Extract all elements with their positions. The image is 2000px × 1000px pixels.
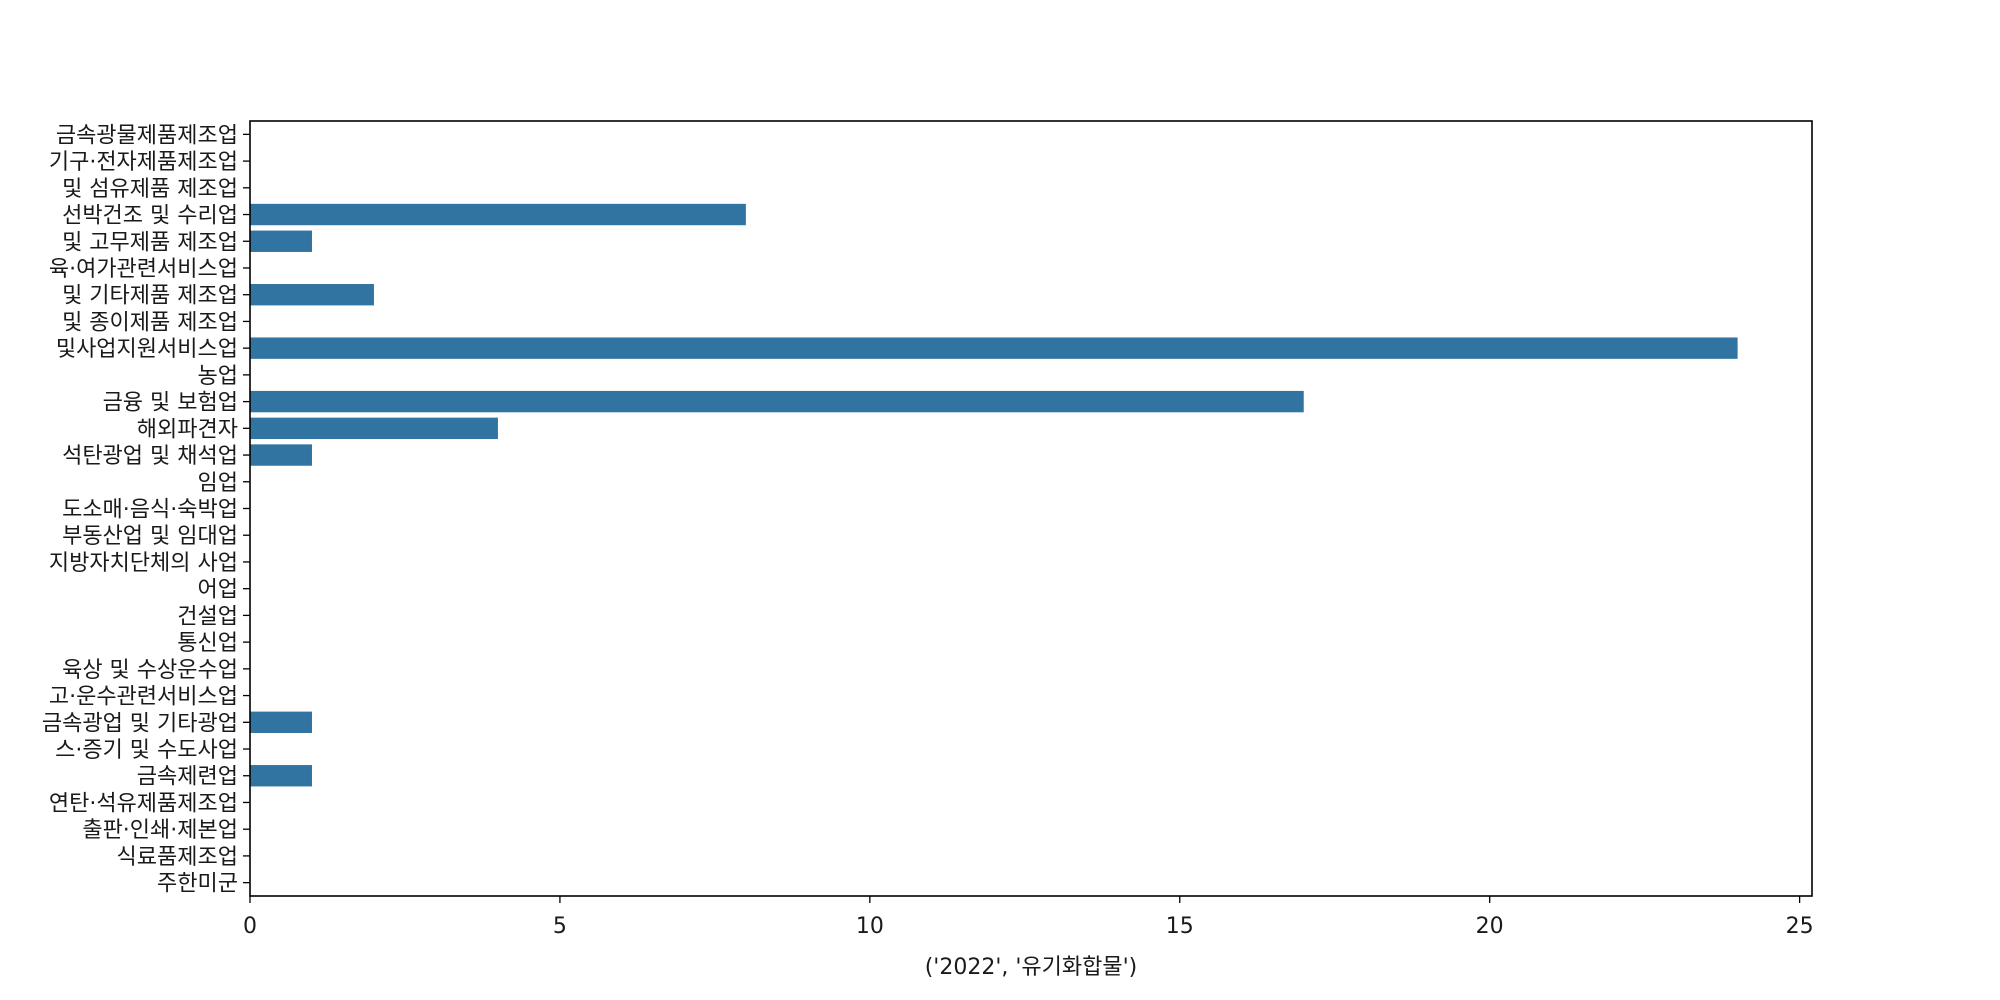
bars <box>250 203 1738 787</box>
plot-frame <box>249 120 1813 897</box>
bar <box>250 390 1304 413</box>
y-tick-label: 및사업지원서비스업 <box>56 337 238 362</box>
y-tick-label: 식료품제조업 <box>117 845 238 870</box>
y-tick-label: 도소매·음식·숙박업 <box>62 498 238 523</box>
y-tick-label: 기구·전자제품제조업 <box>49 150 238 175</box>
y-tick-label: 고·운수관련서비스업 <box>49 685 238 710</box>
y-tick-label: 어업 <box>198 578 238 603</box>
y-tick-label: 및 종이제품 제조업 <box>62 310 238 335</box>
x-tick-label: 5 <box>553 914 567 939</box>
x-axis-label: ('2022', '유기화합물') <box>925 955 1138 980</box>
bar <box>250 444 312 466</box>
y-tick-label: 건설업 <box>177 604 238 629</box>
x-tick-label: 15 <box>1166 914 1194 939</box>
y-tick-label: 임업 <box>198 471 238 496</box>
y-tick-label: 연탄·석유제품제조업 <box>49 791 238 816</box>
y-tick-label: 통신업 <box>177 631 238 656</box>
bar <box>250 203 746 226</box>
bar <box>250 337 1738 359</box>
y-tick-label: 스·증기 및 수도사업 <box>55 738 238 763</box>
x-tick-label: 10 <box>856 914 884 939</box>
y-tick-label: 석탄광업 및 채석업 <box>62 444 238 469</box>
y-tick-label: 육·여가관련서비스업 <box>49 257 238 282</box>
x-tick-label: 25 <box>1786 914 1814 939</box>
y-tick-label: 금속광물제품제조업 <box>56 123 238 148</box>
y-tick-label: 및 기타제품 제조업 <box>62 284 238 309</box>
y-tick-label: 주한미군 <box>157 872 238 897</box>
y-tick-label: 및 섬유제품 제조업 <box>62 177 238 202</box>
y-tick-label: 육상 및 수상운수업 <box>62 658 238 683</box>
y-tick-label: 금속광업 및 기타광업 <box>42 711 238 736</box>
bar <box>250 711 312 733</box>
y-tick-label: 및 고무제품 제조업 <box>62 230 238 255</box>
y-tick-label: 지방자치단체의 사업 <box>49 551 238 576</box>
y-tick-label: 선박건조 및 수리업 <box>62 204 238 229</box>
x-tick-label: 20 <box>1476 914 1504 939</box>
y-tick-label: 금속제련업 <box>137 765 238 790</box>
x-tick-label: 0 <box>243 914 257 939</box>
bar <box>250 765 312 787</box>
y-tick-label: 출판·인쇄·제본업 <box>82 818 238 843</box>
y-tick-label: 부동산업 및 임대업 <box>62 524 238 549</box>
y-tick-label: 농업 <box>198 364 238 389</box>
bar <box>250 230 312 252</box>
y-tick-label: 금융 및 보험업 <box>103 391 238 416</box>
bar <box>250 417 498 440</box>
bar <box>250 284 374 306</box>
x-axis-ticks: 0 5 10 15 20 25 <box>243 896 1814 939</box>
y-tick-label: 해외파견자 <box>137 417 238 442</box>
